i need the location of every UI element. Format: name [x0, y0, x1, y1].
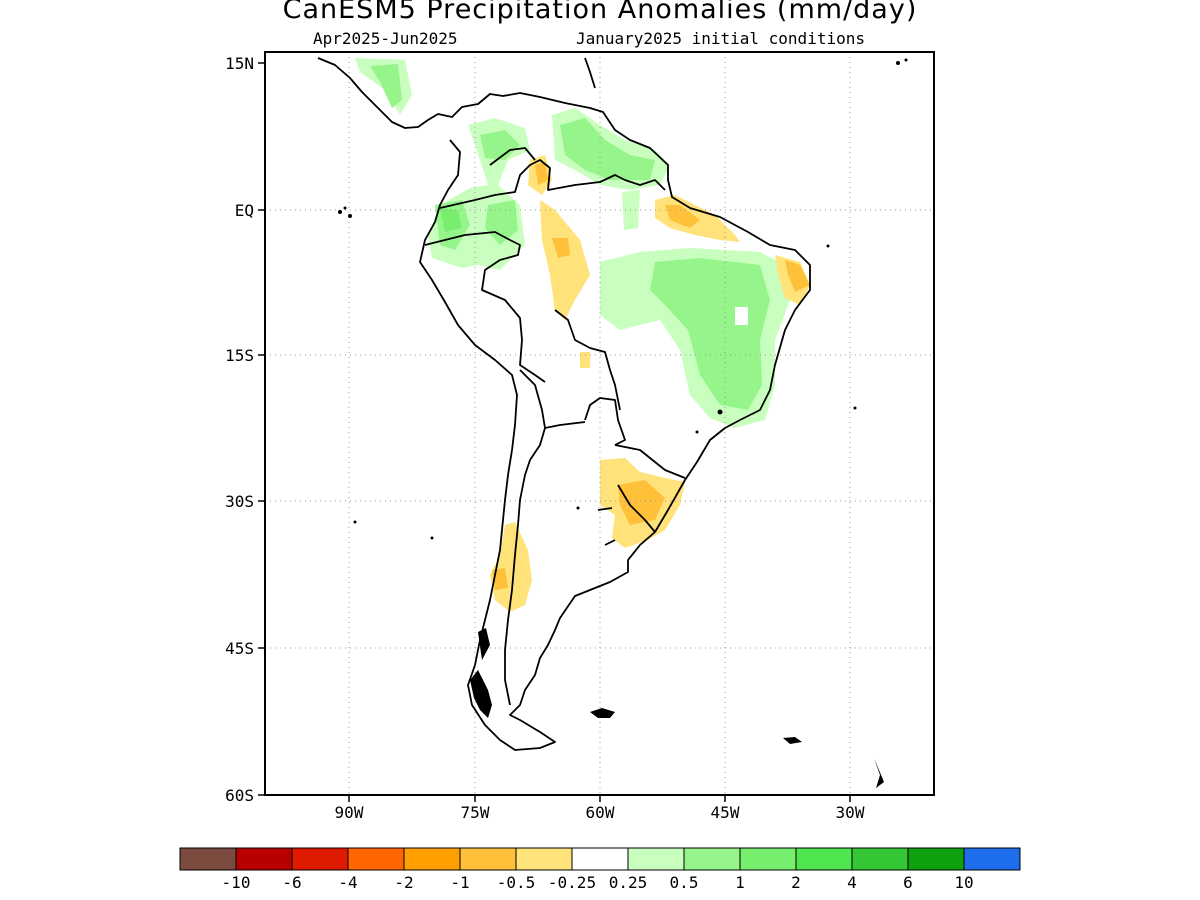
colorbar-label: -6	[282, 873, 301, 892]
anomaly-region-negative	[618, 480, 665, 525]
colorbar-swatch	[459, 847, 517, 871]
colorbar-swatch	[683, 847, 741, 871]
lon-label: 60W	[586, 803, 615, 822]
lat-labels: 15N EQ 15S 30S 45S 60S	[225, 54, 254, 805]
colorbar-label: -4	[338, 873, 357, 892]
anomaly-region-negative	[540, 200, 590, 320]
anomaly-region-positive	[480, 130, 520, 160]
lon-label: 90W	[335, 803, 364, 822]
colorbar-swatch	[851, 847, 909, 871]
anomaly-neutral-cell	[735, 307, 748, 325]
colorbar-swatch	[907, 847, 965, 871]
chart-title: CanESM5 Precipitation Anomalies (mm/day)	[282, 0, 918, 25]
anomaly-region-positive	[560, 118, 655, 180]
colorbar-label: 1	[735, 873, 745, 892]
colorbar-label: -0.5	[497, 873, 536, 892]
colorbar-swatch	[179, 847, 237, 871]
lat-label: 30S	[225, 492, 254, 511]
lat-label: 15N	[225, 54, 254, 73]
colorbar-label: 2	[791, 873, 801, 892]
forecast-period: Apr2025-Jun2025	[313, 29, 458, 48]
colorbar-label: -1	[450, 873, 469, 892]
initial-conditions: January2025 initial conditions	[576, 29, 865, 48]
coastline	[317, 57, 811, 751]
colorbar-label: -10	[222, 873, 251, 892]
colorbar-label: 0.25	[609, 873, 648, 892]
colorbar-swatch	[739, 847, 797, 871]
anomaly-region-negative	[490, 522, 532, 612]
lat-label: 60S	[225, 786, 254, 805]
colorbar-swatch	[515, 847, 573, 871]
colorbar-swatch	[795, 847, 853, 871]
lat-label: EQ	[235, 201, 254, 220]
lat-label: 15S	[225, 346, 254, 365]
lon-label: 75W	[461, 803, 490, 822]
colorbar-label: 6	[903, 873, 913, 892]
colorbar-label: -0.25	[548, 873, 596, 892]
colorbar	[179, 847, 1021, 871]
colorbar-label: 10	[954, 873, 973, 892]
colorbar-swatch	[963, 847, 1021, 871]
colorbar-label: -2	[394, 873, 413, 892]
anomaly-region-negative	[665, 205, 700, 228]
anomaly-region-negative	[580, 352, 590, 368]
colorbar-swatch	[235, 847, 293, 871]
lon-label: 30W	[836, 803, 865, 822]
anomaly-region-positive	[485, 200, 518, 245]
anomaly-region-negative	[535, 162, 548, 185]
colorbar-swatch	[403, 847, 461, 871]
colorbar-swatch	[571, 847, 629, 871]
anomaly-region-positive	[440, 208, 462, 232]
lon-labels: 90W 75W 60W 45W 30W	[335, 803, 865, 822]
anomaly-region-positive	[650, 258, 770, 410]
colorbar-swatch	[627, 847, 685, 871]
anomaly-region-negative	[785, 260, 810, 292]
colorbar-labels: -10 -6 -4 -2 -1 -0.5 -0.25 0.25 0.5 1 2 4 6 10	[222, 873, 974, 892]
lat-label: 45S	[225, 639, 254, 658]
colorbar-label: 4	[847, 873, 857, 892]
axis-ticks	[258, 62, 851, 802]
anomaly-region-positive	[370, 64, 402, 108]
anomaly-shading	[355, 58, 810, 612]
colorbar-swatch	[291, 847, 349, 871]
islands	[338, 58, 908, 788]
colorbar-label: 0.5	[670, 873, 699, 892]
colorbar-swatch	[347, 847, 405, 871]
anomaly-region-negative	[552, 238, 570, 258]
lon-label: 45W	[711, 803, 740, 822]
